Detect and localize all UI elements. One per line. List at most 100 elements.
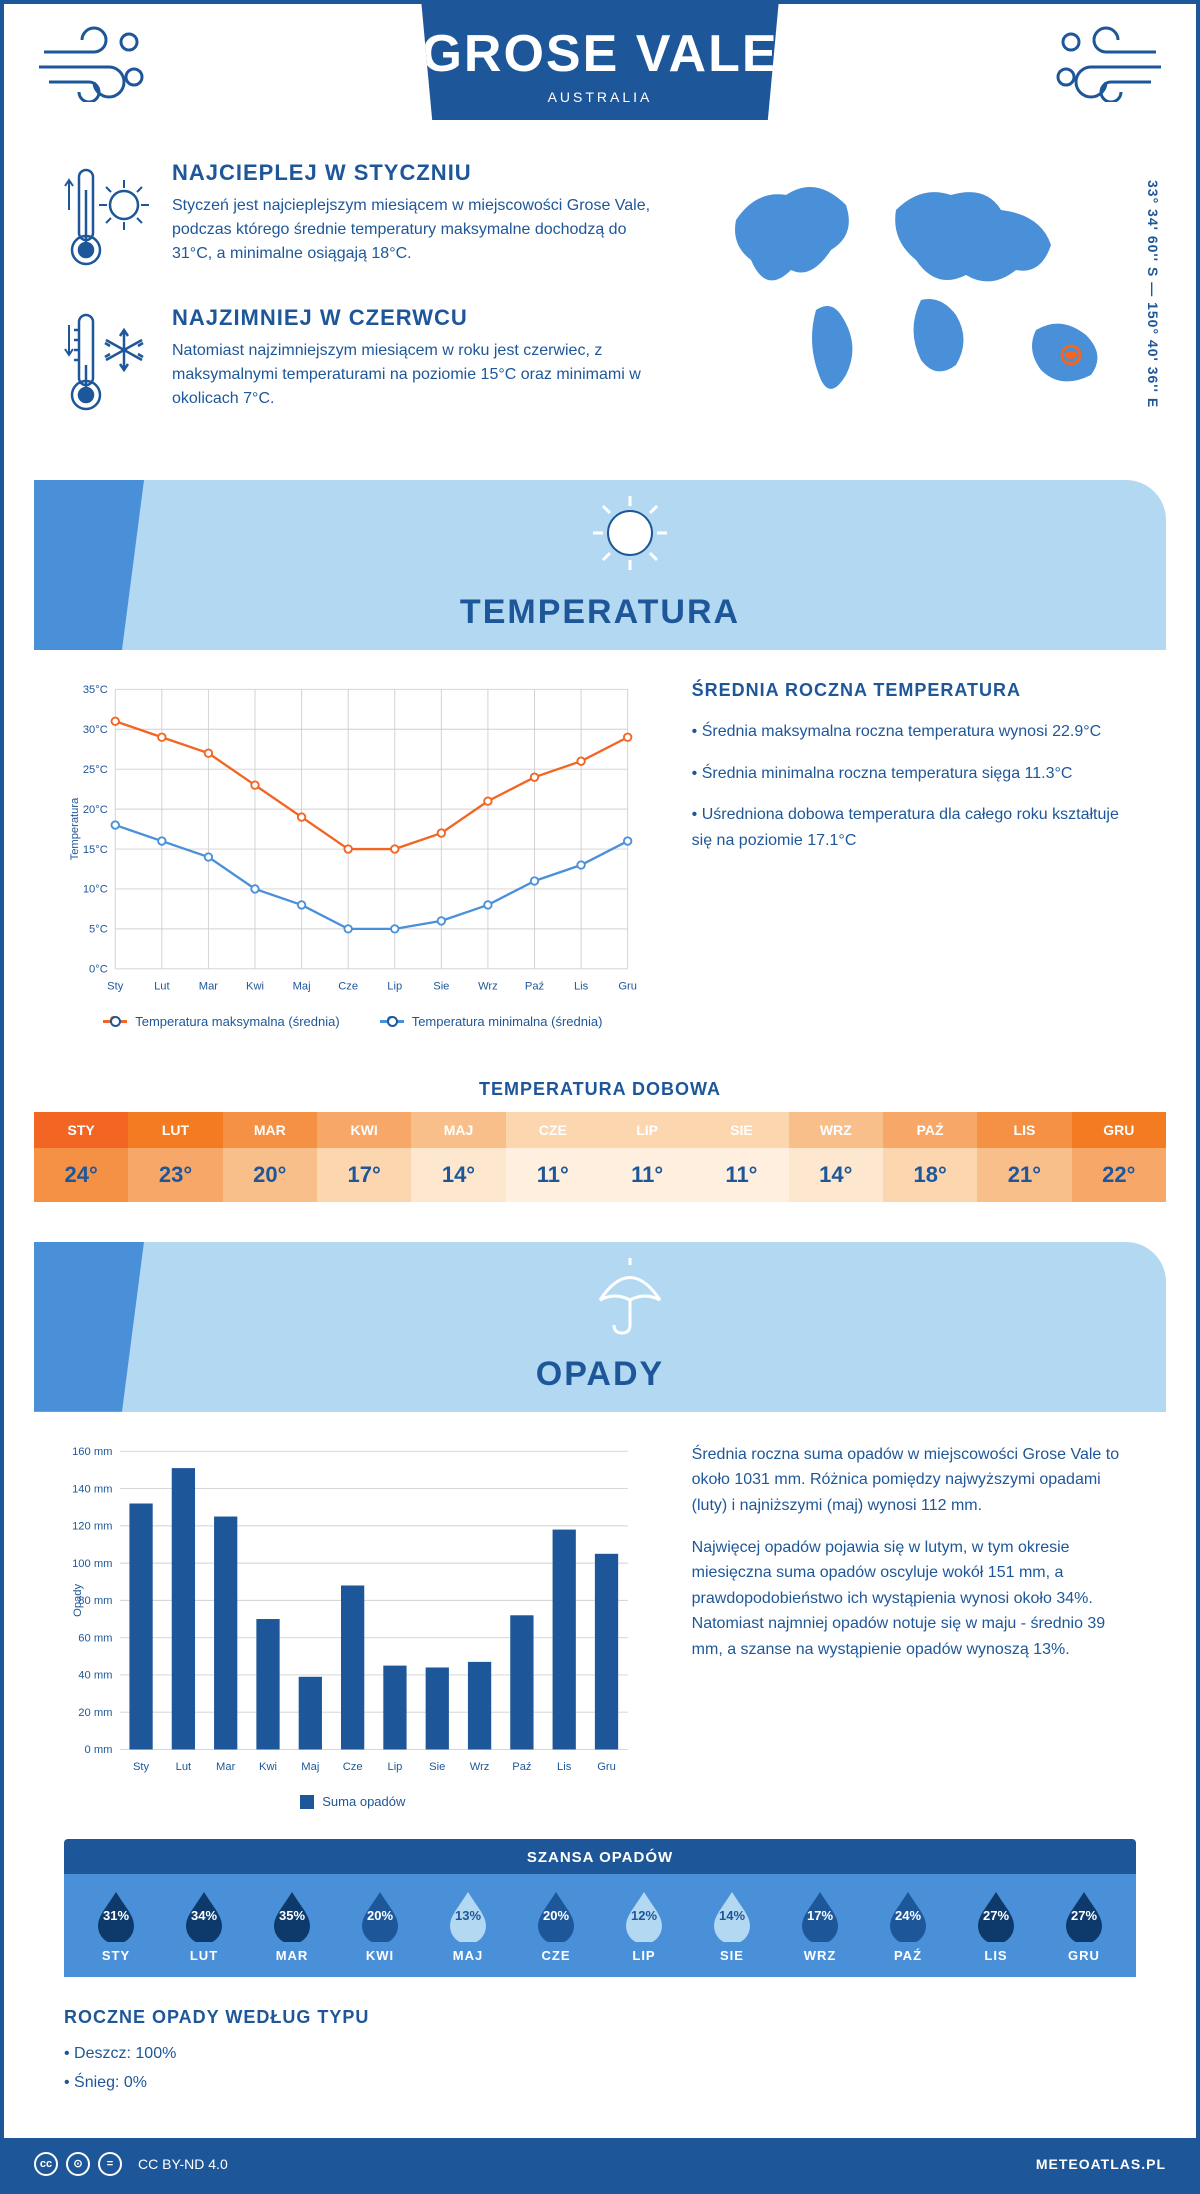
svg-text:10°C: 10°C	[83, 884, 108, 896]
svg-text:Kwi: Kwi	[259, 1761, 277, 1773]
temperature-line-chart: 0°C5°C10°C15°C20°C25°C30°C35°CStyLutMarK…	[64, 680, 642, 997]
coordinates: 33° 34' 60'' S — 150° 40' 36'' E	[1145, 180, 1161, 408]
thermometer-hot-icon	[64, 160, 154, 280]
rain-chance-table: SZANSA OPADÓW 31% STY 34% LUT 35% MAR 20…	[64, 1839, 1136, 1977]
svg-text:25°C: 25°C	[83, 764, 108, 776]
temp-info-box: ŚREDNIA ROCZNA TEMPERATURA • Średnia mak…	[692, 680, 1136, 1029]
svg-text:Lip: Lip	[387, 1761, 402, 1773]
temp-col: PAŹ 18°	[883, 1112, 977, 1202]
svg-text:Lut: Lut	[176, 1761, 192, 1773]
temp-chart-legend: Temperatura maksymalna (średnia) Tempera…	[64, 1014, 642, 1029]
license-text: CC BY-ND 4.0	[138, 2156, 228, 2172]
rain-info-p1: Średnia roczna suma opadów w miejscowośc…	[692, 1442, 1136, 1519]
temp-info-title: ŚREDNIA ROCZNA TEMPERATURA	[692, 680, 1136, 701]
svg-text:Gru: Gru	[597, 1761, 616, 1773]
cc-icon: cc	[34, 2152, 58, 2176]
svg-text:Opady: Opady	[72, 1583, 84, 1616]
svg-text:Wrz: Wrz	[470, 1761, 490, 1773]
svg-text:5°C: 5°C	[89, 924, 108, 936]
svg-text:Sie: Sie	[433, 980, 449, 992]
svg-text:20°C: 20°C	[83, 804, 108, 816]
svg-text:Lut: Lut	[154, 980, 170, 992]
legend-min-label: Temperatura minimalna (średnia)	[412, 1014, 603, 1029]
rain-chance-title: SZANSA OPADÓW	[64, 1839, 1136, 1874]
rain-chart-legend: Suma opadów	[64, 1794, 642, 1809]
svg-text:Cze: Cze	[338, 980, 358, 992]
svg-text:Lis: Lis	[574, 980, 589, 992]
legend-rain-label: Suma opadów	[322, 1794, 405, 1809]
rain-chance-col: 12% LIP	[600, 1888, 688, 1963]
wind-icon-right	[1046, 22, 1166, 102]
wind-icon-left	[34, 22, 154, 102]
svg-text:Cze: Cze	[343, 1761, 363, 1773]
rain-type-b1: • Deszcz: 100%	[64, 2040, 1136, 2069]
hottest-text: Styczeń jest najcieplejszym miesiącem w …	[172, 194, 656, 266]
world-map-icon	[696, 160, 1136, 420]
by-icon: ⊙	[66, 2152, 90, 2176]
rain-chance-col: 20% KWI	[336, 1888, 424, 1963]
hottest-block: NAJCIEPLEJ W STYCZNIU Styczeń jest najci…	[64, 160, 656, 280]
coldest-text: Natomiast najzimniejszym miesiącem w rok…	[172, 339, 656, 411]
svg-text:0°C: 0°C	[89, 964, 108, 976]
thermometer-cold-icon	[64, 305, 154, 425]
temp-col: GRU 22°	[1072, 1112, 1166, 1202]
svg-text:120 mm: 120 mm	[72, 1520, 112, 1532]
temp-col: WRZ 14°	[789, 1112, 883, 1202]
svg-text:Sty: Sty	[133, 1761, 150, 1773]
rain-info-p2: Najwięcej opadów pojawia się w lutym, w …	[692, 1535, 1136, 1663]
daily-temp-title: TEMPERATURA DOBOWA	[4, 1079, 1196, 1100]
coldest-title: NAJZIMNIEJ W CZERWCU	[172, 305, 656, 331]
svg-text:30°C: 30°C	[83, 724, 108, 736]
rain-chance-col: 31% STY	[72, 1888, 160, 1963]
svg-text:Sty: Sty	[107, 980, 124, 992]
temp-info-b3: • Uśredniona dobowa temperatura dla całe…	[692, 802, 1136, 853]
world-map-box: 33° 34' 60'' S — 150° 40' 36'' E	[696, 160, 1136, 450]
svg-text:Maj: Maj	[293, 980, 311, 992]
temp-info-b1: • Średnia maksymalna roczna temperatura …	[692, 719, 1136, 745]
nd-icon: =	[98, 2152, 122, 2176]
svg-text:160 mm: 160 mm	[72, 1446, 112, 1458]
temperature-title: TEMPERATURA	[34, 593, 1166, 632]
temp-col: MAJ 14°	[411, 1112, 505, 1202]
svg-text:20 mm: 20 mm	[78, 1707, 112, 1719]
sun-icon	[585, 488, 675, 578]
precipitation-banner: OPADY	[34, 1242, 1166, 1412]
site-name: METEOATLAS.PL	[1036, 2156, 1166, 2172]
rain-chance-col: 24% PAŹ	[864, 1888, 952, 1963]
svg-text:Wrz: Wrz	[478, 980, 498, 992]
svg-text:Mar: Mar	[199, 980, 218, 992]
temperature-banner: TEMPERATURA	[34, 480, 1166, 650]
temp-col: CZE 11°	[506, 1112, 600, 1202]
svg-text:Lip: Lip	[387, 980, 402, 992]
temp-col: STY 24°	[34, 1112, 128, 1202]
hottest-title: NAJCIEPLEJ W STYCZNIU	[172, 160, 656, 186]
umbrella-icon	[585, 1250, 675, 1340]
svg-text:100 mm: 100 mm	[72, 1558, 112, 1570]
svg-text:Mar: Mar	[216, 1761, 236, 1773]
precipitation-bar-chart: 0 mm20 mm40 mm60 mm80 mm100 mm120 mm140 …	[64, 1442, 642, 1777]
page-footer: cc ⊙ = CC BY-ND 4.0 METEOATLAS.PL	[4, 2138, 1196, 2190]
svg-text:60 mm: 60 mm	[78, 1632, 112, 1644]
svg-text:Lis: Lis	[557, 1761, 572, 1773]
rain-chance-col: 35% MAR	[248, 1888, 336, 1963]
temp-col: LIP 11°	[600, 1112, 694, 1202]
svg-text:15°C: 15°C	[83, 844, 108, 856]
coldest-block: NAJZIMNIEJ W CZERWCU Natomiast najzimnie…	[64, 305, 656, 425]
temp-col: SIE 11°	[694, 1112, 788, 1202]
precipitation-title: OPADY	[34, 1355, 1166, 1394]
svg-text:Paź: Paź	[525, 980, 545, 992]
temp-info-b2: • Średnia minimalna roczna temperatura s…	[692, 761, 1136, 787]
rain-chance-col: 17% WRZ	[776, 1888, 864, 1963]
svg-text:Paź: Paź	[512, 1761, 532, 1773]
page-header: GROSE VALE AUSTRALIA	[421, 4, 778, 120]
rain-chance-col: 14% SIE	[688, 1888, 776, 1963]
rain-chance-col: 27% GRU	[1040, 1888, 1128, 1963]
daily-temp-table: STY 24° LUT 23° MAR 20° KWI 17° MAJ 14° …	[34, 1112, 1166, 1202]
rain-type-title: ROCZNE OPADY WEDŁUG TYPU	[64, 2007, 1136, 2028]
temp-col: LIS 21°	[977, 1112, 1071, 1202]
rain-info-box: Średnia roczna suma opadów w miejscowośc…	[692, 1442, 1136, 1809]
location-title: GROSE VALE	[421, 24, 778, 84]
svg-text:140 mm: 140 mm	[72, 1483, 112, 1495]
svg-text:Sie: Sie	[429, 1761, 445, 1773]
temp-col: MAR 20°	[223, 1112, 317, 1202]
